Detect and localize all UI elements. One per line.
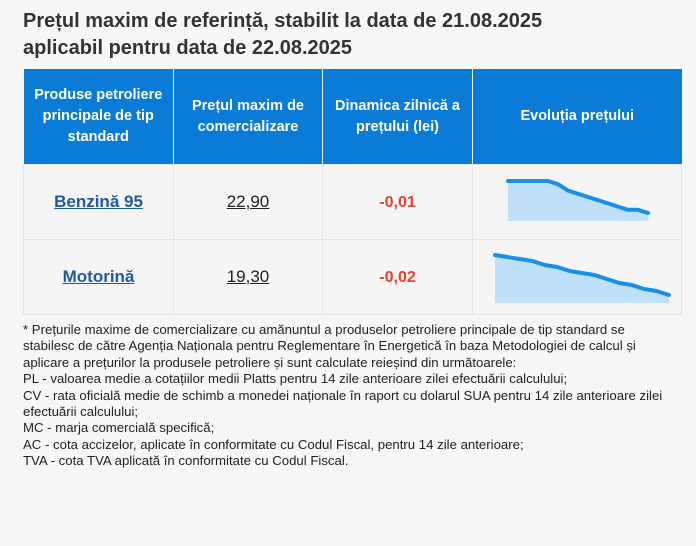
price-table: Produse petroliere principale de tip sta… (23, 69, 682, 315)
footnote-mc: MC - marja comercială specifică; (23, 420, 215, 436)
title-line-2: aplicabil pentru data de 22.08.2025 (23, 37, 353, 59)
footnote-tva: TVA - cota TVA aplicată în conformitate … (23, 453, 349, 469)
table-row: Motorină 19,30 -0,02 (23, 239, 682, 315)
evolution-cell (472, 164, 682, 240)
footnote-ac: AC - cota accizelor, aplicate în conform… (23, 436, 524, 452)
header-price-evolution: Evoluția prețului (472, 69, 682, 165)
product-link-motorina[interactable]: Motorină (62, 267, 135, 286)
sparkline-line (493, 253, 671, 297)
sparkline-area (495, 255, 669, 303)
sparkline-area (508, 181, 648, 221)
product-cell: Motorină (23, 239, 174, 315)
footnote-intro: * Prețurile maxime de comercializare cu … (23, 322, 636, 370)
header-max-price: Prețul maxim de comercializare (173, 69, 323, 165)
product-link-benzina-95[interactable]: Benzină 95 (54, 192, 143, 211)
header-daily-dynamic: Dinamica zilnică a prețului (lei) (322, 69, 473, 165)
dynamic-value: -0,01 (379, 194, 416, 211)
dynamic-cell: -0,02 (322, 239, 473, 315)
price-cell: 19,30 (173, 239, 323, 315)
footnote-cv: CV - rata oficială medie de schimb a mon… (23, 387, 663, 420)
title-line-1: Prețul maxim de referință, stabilit la d… (23, 10, 543, 32)
page-title: Prețul maxim de referință, stabilit la d… (23, 8, 683, 62)
dynamic-value: -0,02 (379, 269, 416, 286)
dynamic-cell: -0,01 (322, 164, 473, 240)
sparkline-line (506, 179, 650, 215)
price-value[interactable]: 19,30 (226, 267, 270, 286)
table-header-row: Produse petroliere principale de tip sta… (23, 69, 682, 165)
header-product: Produse petroliere principale de tip sta… (23, 69, 174, 165)
footnote-pl: PL - valoarea medie a cotațiilor medii P… (23, 371, 568, 387)
sparkline-benzina-95 (506, 179, 650, 221)
evolution-cell (472, 239, 682, 315)
price-value[interactable]: 22,90 (226, 192, 270, 211)
price-cell: 22,90 (173, 164, 323, 240)
footnotes: * Prețurile maxime de comercializare cu … (23, 322, 673, 470)
table-row: Benzină 95 22,90 -0,01 (23, 164, 682, 240)
product-cell: Benzină 95 (23, 164, 174, 240)
sparkline-motorina (493, 253, 671, 303)
